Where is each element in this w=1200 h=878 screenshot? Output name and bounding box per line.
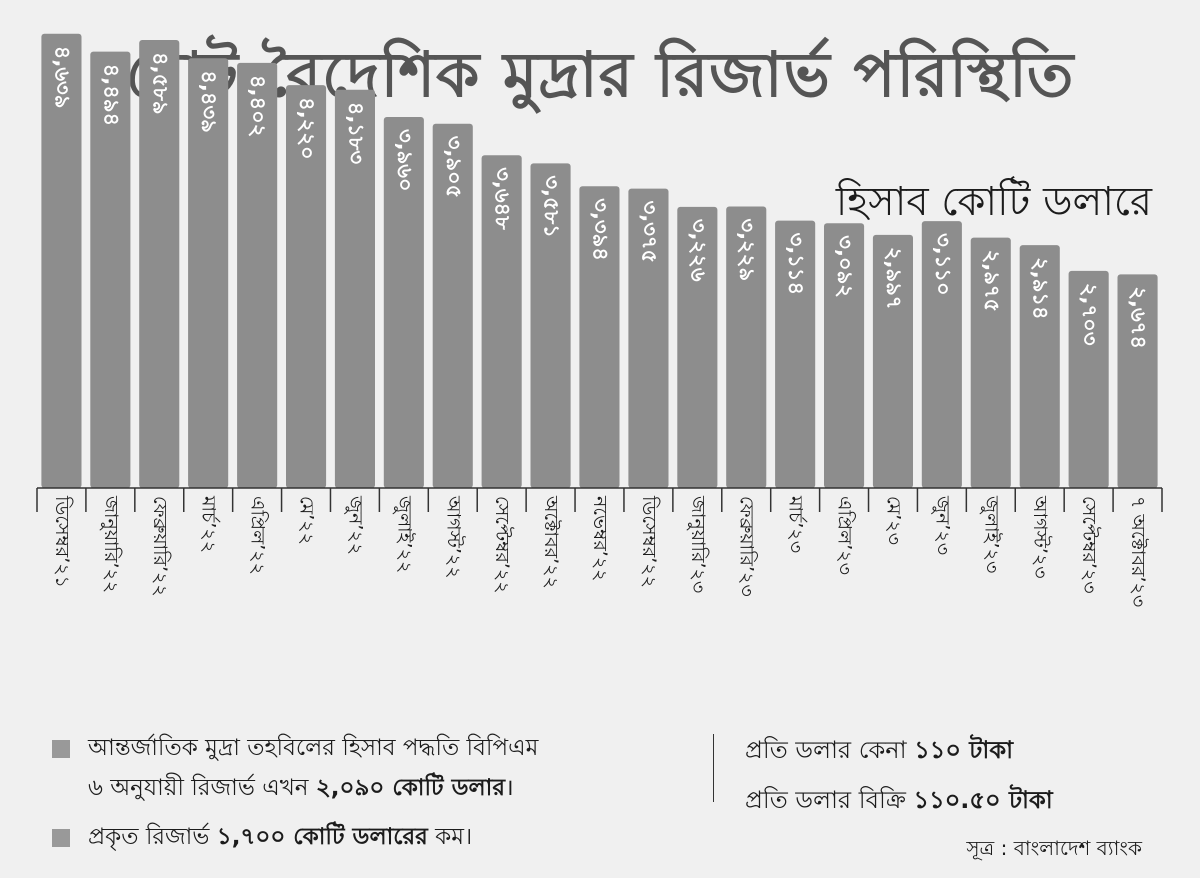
source-credit: সূত্র : বাংলাদেশ ব্যাংক [966, 834, 1142, 867]
bar-value-label: ৩,৯৬০ [393, 129, 417, 192]
category-label: এপ্রিল’২২ [247, 496, 269, 575]
bar-value-label: ২,৭০৩ [1078, 283, 1102, 346]
category-label: ফেব্রুয়ারি’২২ [149, 496, 171, 597]
category-label: মে’২৩ [883, 496, 905, 545]
category-label: ৭ অক্টোবর’২৩ [1127, 496, 1149, 607]
bar-value-label: ৩,১১০ [931, 233, 955, 296]
category-label: জুলাই’২২ [393, 495, 416, 573]
category-label: জানুয়ারি’২৩ [687, 495, 709, 593]
bar-value-label: ২,৯৯৭ [882, 247, 906, 310]
category-label: জুন’২২ [344, 495, 367, 555]
bar-value-label: ৩,৩৯৪ [589, 198, 613, 261]
category-label: জুন’২৩ [931, 495, 954, 555]
bar-value-label: ৩,২২৯ [735, 219, 759, 282]
category-label: জানুয়ারি’২২ [100, 495, 122, 593]
bar-value-label: ২,৬৭৪ [1127, 286, 1151, 349]
category-label: আগস্ট’২২ [442, 495, 465, 579]
bar-value-label: ৪,৫৮৯ [148, 52, 172, 115]
category-label: আগস্ট’২৩ [1029, 495, 1052, 579]
bar-value-label: ৪,৪৯৪ [99, 64, 123, 127]
bar-value-label: ৩,০৯২ [833, 235, 857, 298]
category-label: জুলাই’২৩ [980, 495, 1003, 573]
bar-value-label: ৩,৩৭৫ [637, 201, 661, 264]
bar-value-label: ৪,২২০ [295, 97, 319, 160]
category-label: সেপ্টেম্বর’২৩ [1078, 496, 1101, 594]
note-marker-2 [52, 829, 70, 847]
category-label: নভেম্বর’২২ [589, 495, 611, 582]
bar-value-label: ৩,৬৪৮ [491, 167, 515, 230]
bar-value-label: ৩,৫৮১ [540, 175, 564, 238]
note-imf: আন্তর্জাতিক মুদ্রা তহবিলের হিসাব পদ্ধতি … [88, 728, 538, 808]
bar-value-label: ৩,৯০৫ [442, 136, 466, 199]
bar-value-label: ৪,১৮৩ [344, 102, 368, 165]
category-label: এপ্রিল’২৩ [834, 496, 856, 575]
note-actual-reserve: প্রকৃত রিজার্ভ ১,৭০০ কোটি ডলারের কম। [88, 817, 472, 857]
bar-value-label: ৪,৪০২ [246, 75, 270, 138]
bar-value-label: ২,৯৭৫ [980, 250, 1004, 313]
note-imf-line1: আন্তর্জাতিক মুদ্রা তহবিলের হিসাব পদ্ধতি … [88, 728, 538, 768]
category-label: মার্চ’২৩ [785, 495, 808, 553]
divider [713, 734, 714, 802]
note-marker-1 [52, 740, 70, 758]
bar-value-label: ৪,৬৩৯ [51, 46, 75, 109]
bar-value-label: ৩,১১৪ [784, 233, 808, 296]
category-label: ডিসেম্বর’২২ [638, 495, 660, 588]
category-label: ফেব্রুয়ারি’২৩ [736, 496, 758, 597]
bar-value-label: ২,৯১৪ [1029, 257, 1053, 320]
bar-value-label: ৩,২২৬ [686, 219, 710, 282]
rate-sell: প্রতি ডলার বিক্রি ১১০.৫০ টাকা [745, 782, 1053, 822]
bar-value-label: ৪,৪৩৯ [197, 70, 221, 133]
category-label: মার্চ’২২ [198, 495, 221, 553]
bar-chart: ৪,৬৩৯ ৪,৪৯৪ ৪,৫৮৯ ৪,৪৩৯ ৪,৪০২ ৪,২২০ ৪,১৮৩ ৩,৯৬০… [0, 0, 1200, 720]
category-label: সেপ্টেম্বর’২২ [491, 496, 514, 594]
category-label: ডিসেম্বর’২১ [51, 495, 73, 588]
rate-buy: প্রতি ডলার কেনা ১১০ টাকা [745, 732, 1013, 772]
category-label: মে’২২ [296, 496, 318, 545]
note-imf-line2: ৬ অনুযায়ী রিজার্ভ এখন ২,০৯০ কোটি ডলার। [88, 768, 538, 808]
category-label: অক্টোবর’২২ [540, 495, 562, 589]
